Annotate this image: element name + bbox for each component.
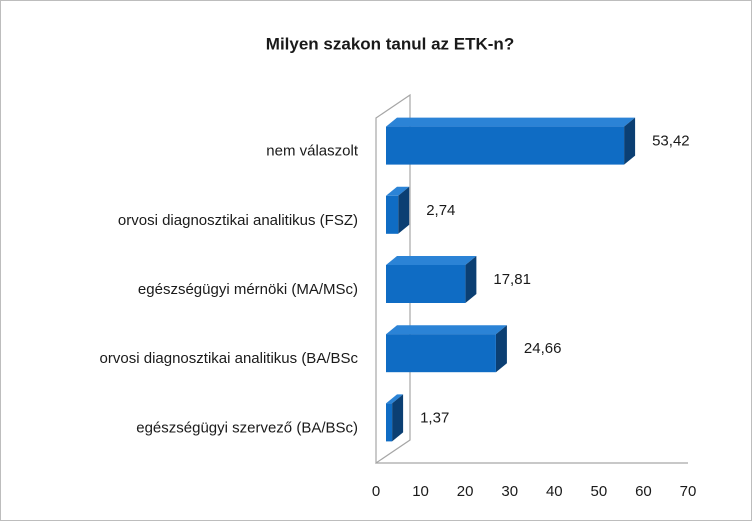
y-tick-label: orvosi diagnosztikai analitikus (FSZ) <box>118 212 358 229</box>
bar-side <box>392 394 404 442</box>
side-wall <box>375 93 411 465</box>
x-tick-label: 20 <box>457 483 474 500</box>
value-label: 53,42 <box>652 133 690 150</box>
x-tick-label: 40 <box>546 483 563 500</box>
bar <box>386 265 466 303</box>
chart-title: Milyen szakon tanul az ETK-n? <box>266 34 514 53</box>
bar <box>386 403 393 442</box>
bar-side <box>465 256 477 303</box>
wall <box>375 93 688 465</box>
bar-side <box>495 325 507 373</box>
x-tick-label: 0 <box>372 483 380 500</box>
bar <box>386 334 496 373</box>
bar-top <box>386 117 636 127</box>
y-tick-label: egészségügyi mérnöki (MA/MSc) <box>138 281 358 298</box>
y-tick-label: nem válaszolt <box>266 143 359 160</box>
value-label: 24,66 <box>524 340 562 357</box>
bar <box>386 126 625 165</box>
value-label: 1,37 <box>420 409 449 426</box>
x-tick-label: 50 <box>591 483 608 500</box>
bar-top <box>386 394 404 404</box>
bar-top <box>386 256 477 265</box>
bar-top <box>386 186 410 196</box>
bar-side <box>398 186 410 234</box>
bar-top <box>386 325 507 335</box>
y-tick-label: egészségügyi szervező (BA/BSc) <box>136 419 358 436</box>
value-label: 17,81 <box>493 271 531 288</box>
y-tick-label: orvosi diagnosztikai analitikus (BA/BSc <box>100 350 359 367</box>
x-tick-label: 10 <box>412 483 429 500</box>
x-tick-label: 60 <box>635 483 652 500</box>
value-label: 2,74 <box>426 202 455 219</box>
bar-side <box>624 117 636 165</box>
x-tick-label: 30 <box>501 483 518 500</box>
bar <box>386 195 399 234</box>
x-tick-label: 70 <box>680 483 697 500</box>
